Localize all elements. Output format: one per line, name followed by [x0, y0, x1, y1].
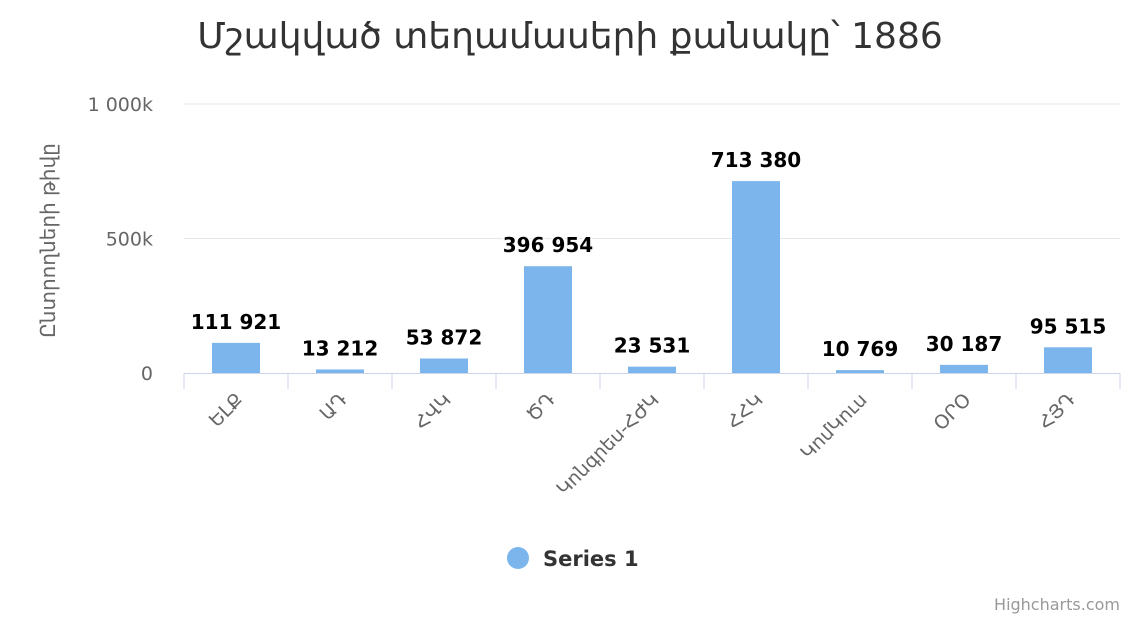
x-tick-label: ՕՐՕ [930, 389, 976, 435]
bar[interactable] [1044, 347, 1092, 373]
data-label: 30 187 [926, 332, 1003, 356]
grid-lines [184, 103, 1120, 239]
bar[interactable] [732, 181, 780, 373]
data-label: 95 515 [1030, 314, 1107, 338]
credits-link[interactable]: Highcharts.com [994, 595, 1120, 614]
x-tick-label: ՀՅԴ [1034, 389, 1079, 434]
chart-title: Մշակված տեղամասերի քանակը՝ 1886 [197, 16, 943, 57]
y-tick-label: 500k [106, 229, 153, 251]
bar-series[interactable] [212, 181, 1092, 373]
bar[interactable] [524, 266, 572, 373]
data-label: 13 212 [302, 336, 379, 360]
y-tick-label: 1 000k [88, 94, 153, 116]
x-tick-label: ԾԴ [522, 389, 559, 426]
x-tick-label: ԵԼՔ [205, 389, 248, 432]
bar[interactable] [628, 366, 676, 373]
x-tick-label: ՀՎԿ [410, 389, 455, 434]
x-tick-label: ՀՀԿ [723, 389, 768, 434]
bar[interactable] [420, 358, 468, 373]
x-tick-label: Կոնգրես-ՀԺԿ [552, 389, 663, 500]
legend[interactable]: Series 1 [507, 547, 639, 571]
data-label: 396 954 [503, 233, 593, 257]
x-tick-label: ԿոմԿուս [796, 389, 871, 464]
x-tick-label: ԱԴ [316, 389, 352, 425]
bar[interactable] [836, 370, 884, 373]
y-axis: 0 500k 1 000k [88, 94, 153, 385]
data-label: 23 531 [614, 334, 691, 358]
bar[interactable] [940, 364, 988, 373]
bar[interactable] [316, 369, 364, 373]
data-label: 10 769 [822, 337, 899, 361]
data-label: 713 380 [711, 148, 801, 172]
y-axis-title: Ընտրողների թիվը [36, 143, 60, 338]
y-tick-label: 0 [141, 363, 153, 385]
legend-symbol-icon[interactable] [507, 547, 529, 569]
bar[interactable] [212, 342, 260, 373]
data-labels: 111 921 13 212 53 872 396 954 23 531 713 380 1… [189, 146, 1109, 363]
legend-item-label[interactable]: Series 1 [543, 547, 639, 571]
data-label: 53 872 [406, 326, 483, 350]
data-label: 111 921 [191, 310, 281, 334]
